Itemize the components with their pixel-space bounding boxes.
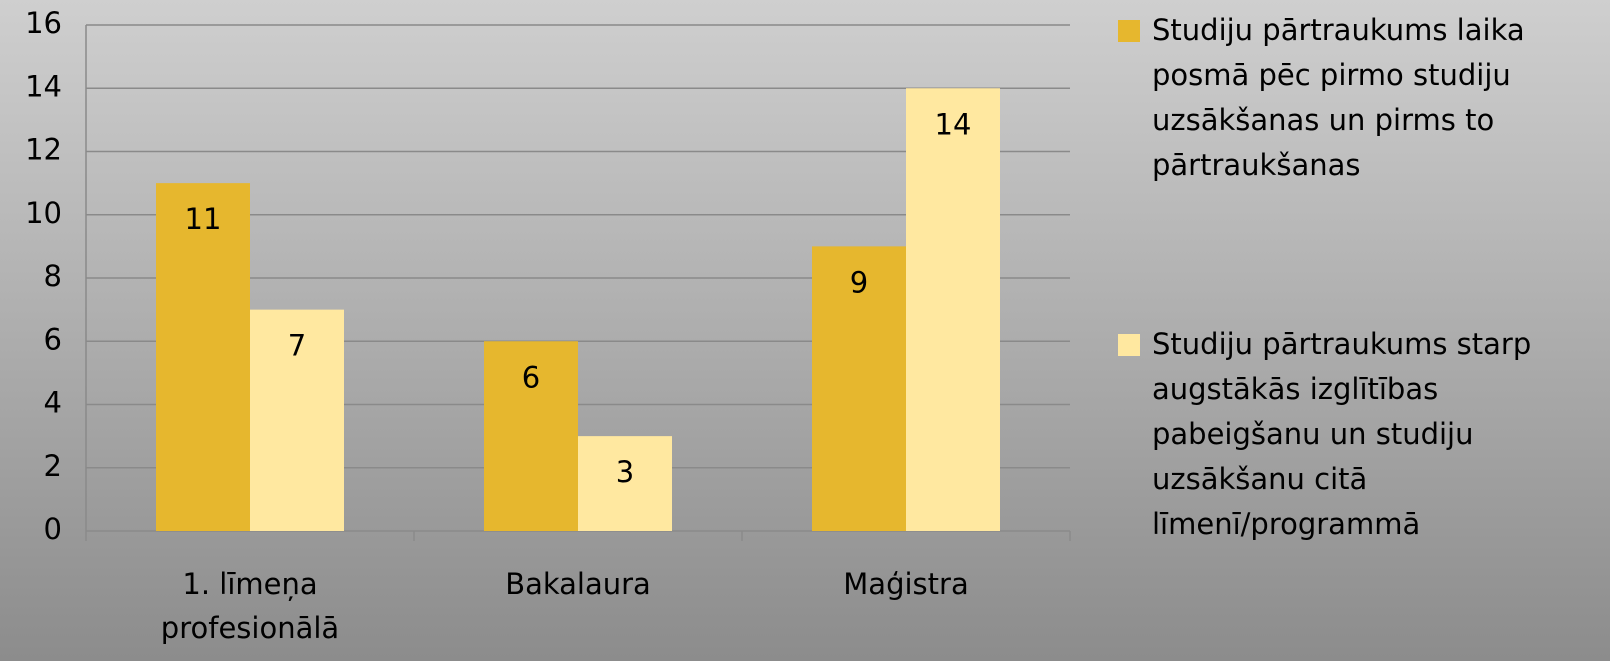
data-label: 3 <box>616 455 634 489</box>
data-label: 9 <box>850 265 868 299</box>
y-tick-label: 6 <box>44 322 62 356</box>
legend-label: Studiju pārtraukums laika posmā pēc pirm… <box>1152 13 1525 182</box>
legend-item: Studiju pārtraukums starp augstākās izgl… <box>1118 322 1608 547</box>
legend-swatch <box>1118 20 1140 42</box>
x-tick-label: 1. līmeņa profesionālā <box>160 567 340 645</box>
legend-label: Studiju pārtraukums starp augstākās izgl… <box>1152 327 1532 541</box>
bar <box>250 309 344 531</box>
y-tick-label: 0 <box>44 512 62 546</box>
y-tick-label: 14 <box>25 69 62 103</box>
data-label: 7 <box>288 329 306 363</box>
y-tick-label: 12 <box>25 133 62 167</box>
data-label: 6 <box>522 360 540 394</box>
y-tick-label: 2 <box>44 449 62 483</box>
y-tick-label: 4 <box>44 386 62 420</box>
legend-swatch <box>1118 334 1140 356</box>
y-tick-label: 10 <box>25 196 62 230</box>
data-label: 11 <box>185 202 222 236</box>
bar <box>906 88 1000 531</box>
y-tick-label: 8 <box>44 259 62 293</box>
y-tick-label: 16 <box>25 6 62 40</box>
x-tick-label: Maģistra <box>843 567 969 601</box>
legend-item: Studiju pārtraukums laika posmā pēc pirm… <box>1118 8 1608 188</box>
bar <box>578 436 672 531</box>
bar <box>156 183 250 531</box>
x-tick-label: Bakalaura <box>505 567 651 601</box>
data-label: 14 <box>935 107 972 141</box>
bar <box>812 246 906 531</box>
bar <box>484 341 578 531</box>
